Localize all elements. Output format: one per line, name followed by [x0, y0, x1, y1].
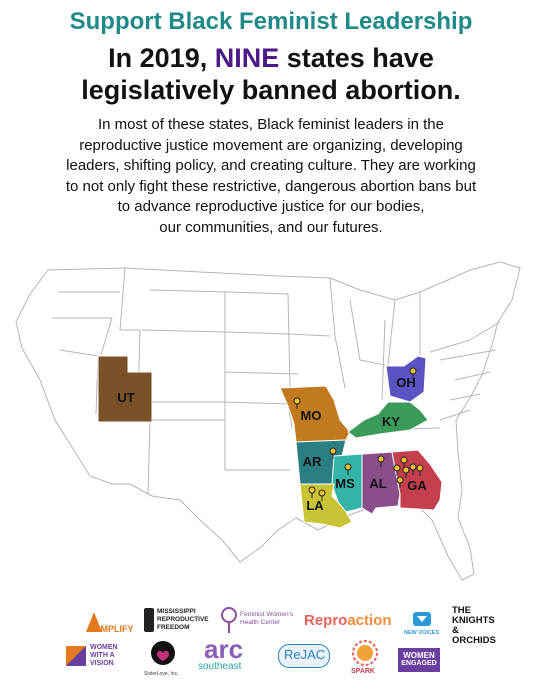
pin-icon	[396, 476, 404, 488]
logo-women-engaged: WOMEN ENGAGED	[398, 648, 440, 672]
pin-icon	[318, 489, 326, 501]
logo-rejac: ReJAC	[278, 644, 330, 668]
label-al: AL	[369, 476, 386, 491]
label-ms: MS	[335, 476, 355, 491]
wwav-line-1: WOMEN	[90, 644, 118, 651]
women-engaged-line-1: WOMEN	[403, 651, 435, 660]
logo-women-with-a-vision: WOMEN WITH A VISION	[66, 644, 132, 670]
spark-sun-icon	[352, 640, 378, 666]
intro-line: leaders, shifting policy, and creating c…	[66, 157, 476, 174]
logo-arc-southeast: arc southeast	[198, 634, 244, 672]
headline: In 2019, NINE states have legislatively …	[0, 42, 542, 106]
wwav-icon	[66, 646, 86, 666]
amplify-icon	[86, 612, 102, 632]
us-map: UT MO OH KY AR MS AL GA LA	[15, 261, 521, 581]
map-other-states	[15, 261, 521, 581]
intro-line: In most of these states, Black feminist …	[98, 116, 444, 133]
rejac-bubble-icon	[278, 644, 330, 668]
logo-new-voices: NEW VOICES	[404, 608, 440, 640]
logo-amplify: AMPLIFY	[84, 610, 134, 636]
wwav-line-2: WITH A	[90, 652, 115, 659]
state-utah	[97, 355, 153, 423]
headline-pre: In 2019,	[108, 43, 215, 73]
intro-line: reproductive justice movement are organi…	[79, 136, 463, 154]
women-engaged-line-2: ENGAGED	[401, 660, 437, 667]
venus-icon	[221, 607, 237, 633]
intro-line: our communities, and our futures.	[159, 218, 383, 236]
label-mo: MO	[301, 408, 322, 423]
wwav-line-3: VISION	[90, 660, 114, 667]
partner-logos: AMPLIFY MISSISSIPPI REPRODUCTIVE FREEDOM…	[0, 600, 542, 694]
intro-paragraph: In most of these states, Black feminist …	[30, 115, 512, 238]
state-ohio	[385, 355, 427, 403]
pin-icon	[293, 397, 301, 409]
pin-icon	[393, 464, 401, 476]
logo-repro-action: Reproaction	[304, 612, 392, 629]
pin-icon	[409, 367, 417, 379]
pin-icon	[409, 463, 417, 475]
label-ar: AR	[303, 454, 322, 469]
state-louisiana	[299, 483, 353, 529]
logo-knights-orchids: THE KNIGHTS & ORCHIDS	[452, 605, 496, 646]
pin-icon	[344, 463, 352, 475]
state-borders	[52, 267, 501, 495]
headline-line-2: legislatively banned abortion.	[81, 75, 461, 105]
logo-sisterlove: SisterLove, Inc.	[144, 640, 182, 680]
sisterlove-icon	[151, 641, 175, 665]
label-la: LA	[306, 498, 324, 513]
logo-fwhc: Feminist Women's Health Center	[220, 606, 296, 636]
label-oh: OH	[396, 375, 416, 390]
intro-line: to not only fight these restrictive, dan…	[65, 177, 477, 195]
logo-spark: SPARK	[350, 640, 380, 678]
label-ky: KY	[382, 414, 400, 429]
mississippi-icon	[144, 608, 154, 632]
label-ut: UT	[117, 390, 134, 405]
state-kentucky	[347, 401, 429, 439]
intro-line: to advance reproductive justice for our …	[117, 198, 425, 215]
pin-icon	[329, 447, 337, 459]
pin-icon	[416, 464, 424, 476]
pin-icon	[308, 486, 316, 498]
new-voices-icon	[413, 612, 431, 626]
logo-mississippi: MISSISSIPPI REPRODUCTIVE FREEDOM	[144, 606, 210, 636]
page-title: Support Black Feminist Leadership	[69, 8, 473, 35]
label-ga: GA	[407, 478, 427, 493]
headline-post-a: states have	[279, 43, 434, 73]
headline-highlight: NINE	[214, 43, 280, 73]
us-outline	[15, 261, 521, 581]
pin-icon	[402, 466, 410, 478]
headline-line-1: In 2019, NINE states have	[0, 42, 542, 74]
pin-icon	[377, 455, 385, 467]
